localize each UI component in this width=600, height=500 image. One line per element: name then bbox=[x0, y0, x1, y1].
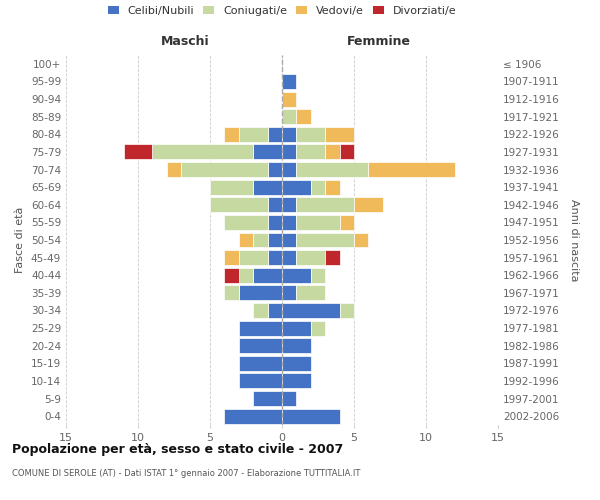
Text: COMUNE DI SEROLE (AT) - Dati ISTAT 1° gennaio 2007 - Elaborazione TUTTITALIA.IT: COMUNE DI SEROLE (AT) - Dati ISTAT 1° ge… bbox=[12, 469, 361, 478]
Bar bbox=[282, 92, 296, 106]
Bar bbox=[282, 127, 296, 142]
Bar bbox=[224, 215, 268, 230]
Bar bbox=[210, 198, 268, 212]
Bar bbox=[296, 215, 340, 230]
Bar bbox=[268, 215, 282, 230]
Bar bbox=[239, 250, 268, 265]
Bar bbox=[268, 250, 282, 265]
Bar bbox=[282, 232, 296, 248]
Bar bbox=[282, 391, 296, 406]
Bar bbox=[268, 162, 282, 177]
Bar bbox=[354, 198, 383, 212]
Bar bbox=[282, 356, 311, 371]
Bar bbox=[282, 374, 311, 388]
Legend: Celibi/Nubili, Coniugati/e, Vedovi/e, Divorziati/e: Celibi/Nubili, Coniugati/e, Vedovi/e, Di… bbox=[107, 6, 457, 16]
Bar bbox=[325, 127, 354, 142]
Bar bbox=[253, 232, 268, 248]
Bar bbox=[296, 144, 325, 160]
Bar bbox=[253, 268, 282, 282]
Bar bbox=[282, 162, 296, 177]
Bar bbox=[296, 232, 354, 248]
Bar bbox=[296, 127, 325, 142]
Bar bbox=[368, 162, 455, 177]
Bar bbox=[224, 408, 282, 424]
Bar bbox=[340, 144, 354, 160]
Bar bbox=[239, 338, 282, 353]
Bar bbox=[253, 303, 268, 318]
Bar bbox=[282, 320, 311, 336]
Bar bbox=[282, 180, 311, 194]
Bar bbox=[268, 198, 282, 212]
Bar bbox=[239, 286, 282, 300]
Bar bbox=[239, 356, 282, 371]
Bar bbox=[253, 180, 282, 194]
Text: Popolazione per età, sesso e stato civile - 2007: Popolazione per età, sesso e stato civil… bbox=[12, 442, 343, 456]
Bar bbox=[167, 162, 181, 177]
Bar bbox=[325, 250, 340, 265]
Bar bbox=[253, 391, 282, 406]
Bar bbox=[253, 144, 282, 160]
Bar bbox=[282, 109, 296, 124]
Bar bbox=[340, 303, 354, 318]
Bar bbox=[282, 250, 296, 265]
Bar bbox=[340, 215, 354, 230]
Bar bbox=[311, 180, 325, 194]
Bar bbox=[311, 268, 325, 282]
Bar bbox=[282, 198, 296, 212]
Bar bbox=[282, 303, 340, 318]
Bar bbox=[124, 144, 152, 160]
Bar bbox=[325, 180, 340, 194]
Bar bbox=[282, 268, 311, 282]
Text: Maschi: Maschi bbox=[160, 34, 209, 48]
Text: Femmine: Femmine bbox=[347, 34, 411, 48]
Bar bbox=[224, 127, 239, 142]
Bar bbox=[268, 303, 282, 318]
Bar bbox=[210, 180, 253, 194]
Bar bbox=[224, 250, 239, 265]
Bar bbox=[296, 198, 354, 212]
Bar bbox=[354, 232, 368, 248]
Bar bbox=[282, 338, 311, 353]
Bar bbox=[224, 286, 239, 300]
Y-axis label: Fasce di età: Fasce di età bbox=[16, 207, 25, 273]
Bar bbox=[282, 74, 296, 89]
Bar bbox=[296, 109, 311, 124]
Bar bbox=[282, 144, 296, 160]
Bar bbox=[282, 215, 296, 230]
Bar bbox=[239, 127, 268, 142]
Bar bbox=[224, 268, 239, 282]
Y-axis label: Anni di nascita: Anni di nascita bbox=[569, 198, 579, 281]
Bar bbox=[311, 320, 325, 336]
Bar bbox=[152, 144, 253, 160]
Bar bbox=[239, 320, 282, 336]
Bar bbox=[296, 250, 325, 265]
Bar bbox=[239, 268, 253, 282]
Bar bbox=[296, 162, 368, 177]
Bar bbox=[268, 232, 282, 248]
Bar bbox=[181, 162, 268, 177]
Bar bbox=[239, 374, 282, 388]
Bar bbox=[325, 144, 340, 160]
Bar bbox=[268, 127, 282, 142]
Bar bbox=[296, 286, 325, 300]
Bar bbox=[282, 408, 340, 424]
Bar bbox=[239, 232, 253, 248]
Bar bbox=[282, 286, 296, 300]
